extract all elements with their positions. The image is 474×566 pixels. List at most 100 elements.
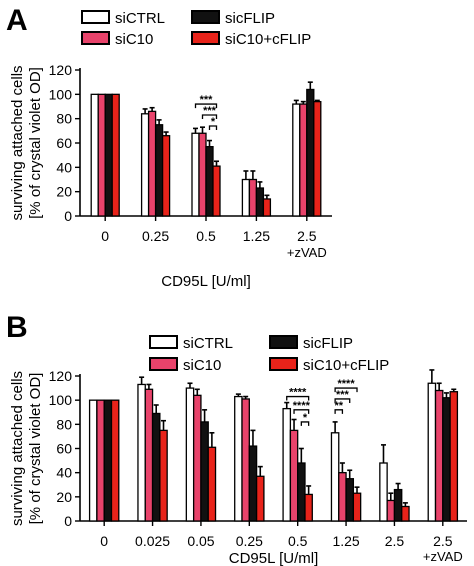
bar (427, 382, 437, 522)
bar (292, 103, 301, 217)
y-tick-label: 120 (49, 62, 73, 78)
significance-bracket (334, 409, 344, 414)
bar (191, 132, 200, 217)
significance-bracket (334, 387, 358, 393)
legend-label: siC10+cFLIP (303, 357, 389, 374)
bar (379, 462, 388, 522)
bar (352, 492, 362, 522)
legend-label: siCTRL (183, 335, 233, 352)
y-tick-label: 100 (49, 86, 73, 102)
bar (338, 472, 347, 522)
significance-bracket (208, 125, 218, 130)
bar (313, 100, 322, 217)
legend-label: sicFLIP (303, 335, 353, 352)
bar (140, 113, 150, 217)
bar (434, 389, 444, 522)
y-tick-label: 40 (56, 159, 72, 175)
bar (151, 412, 161, 522)
y-axis-label-line2: [% of crystal violet OD] (27, 67, 44, 219)
x-tick-label: 2.5 (385, 533, 405, 549)
bar (212, 165, 221, 217)
y-tick-label: 80 (56, 111, 72, 127)
bar (111, 93, 120, 217)
bar (110, 399, 120, 522)
legend-swatch (191, 10, 220, 24)
bar (299, 103, 308, 217)
x-tick-label: 2.5 (297, 228, 317, 244)
x-tick-label: 0 (100, 533, 108, 549)
bar (96, 399, 105, 522)
x-tick-label: 1.25 (332, 533, 359, 549)
bar (304, 493, 313, 522)
y-axis-label-line1: surviving attached cells (9, 371, 26, 526)
x-axis-label: CD95L [U/ml] (229, 550, 318, 566)
y-tick-label: 60 (56, 441, 72, 457)
significance-bracket (286, 395, 310, 401)
significance-label: * (303, 412, 308, 424)
legend-swatch (269, 357, 298, 371)
bar (104, 93, 113, 217)
legend-swatch (269, 335, 298, 349)
significance-label: *** (203, 105, 217, 117)
x-tick-label: 0.025 (135, 533, 170, 549)
x-tick-label: 0.25 (236, 533, 263, 549)
bar (154, 124, 164, 217)
bar (289, 429, 299, 522)
significance-label: **** (338, 378, 356, 390)
x-tick-label: 0.5 (196, 228, 216, 244)
bar (103, 399, 113, 522)
significance-bracket (334, 398, 351, 403)
bar (234, 395, 243, 522)
x-tick-label: 0.5 (288, 533, 308, 549)
significance-label: ** (334, 400, 343, 412)
bar (255, 187, 265, 217)
y-axis-label-line2: [% of crystal violet OD] (27, 373, 44, 525)
x-tick-label: 0.25 (142, 228, 169, 244)
bar (161, 135, 171, 217)
significance-label: * (211, 116, 216, 128)
y-tick-label: 0 (64, 513, 72, 529)
bar (200, 421, 209, 522)
legend-label: siC10+cFLIP (225, 31, 311, 48)
y-tick-label: 20 (56, 489, 72, 505)
y-tick-label: 60 (56, 135, 72, 151)
bar (262, 198, 272, 217)
bar (255, 475, 265, 522)
y-tick-label: 40 (56, 465, 72, 481)
y-tick-label: 20 (56, 184, 72, 200)
x-tick-label-sub: +zVAD (287, 245, 327, 260)
significance-label: *** (336, 389, 350, 401)
bar (241, 398, 250, 522)
panel-label: A (6, 4, 28, 37)
bar (207, 446, 217, 522)
significance-bracket (194, 103, 218, 109)
bar (97, 93, 106, 217)
panel-label: B (6, 311, 28, 344)
bar (159, 429, 168, 522)
bar (282, 407, 292, 522)
bar (297, 462, 306, 522)
significance-bracket (201, 114, 218, 120)
bar (144, 388, 154, 522)
bar (147, 110, 157, 217)
x-axis-label: CD95L [U/ml] (161, 273, 250, 290)
legend-swatch (81, 10, 110, 24)
bar (449, 391, 459, 522)
x-tick-label: 1.25 (243, 228, 270, 244)
bar (401, 505, 410, 522)
bar (442, 397, 451, 522)
y-tick-label: 100 (49, 392, 73, 408)
legend-swatch (149, 335, 178, 349)
legend-swatch (149, 357, 178, 371)
bar (386, 499, 396, 522)
legend-label: siC10 (115, 31, 153, 48)
bar (248, 445, 258, 522)
bar (345, 478, 355, 522)
significance-bracket (293, 409, 310, 414)
legend-swatch (191, 31, 220, 45)
y-tick-label: 0 (64, 208, 72, 224)
bar (137, 383, 146, 522)
